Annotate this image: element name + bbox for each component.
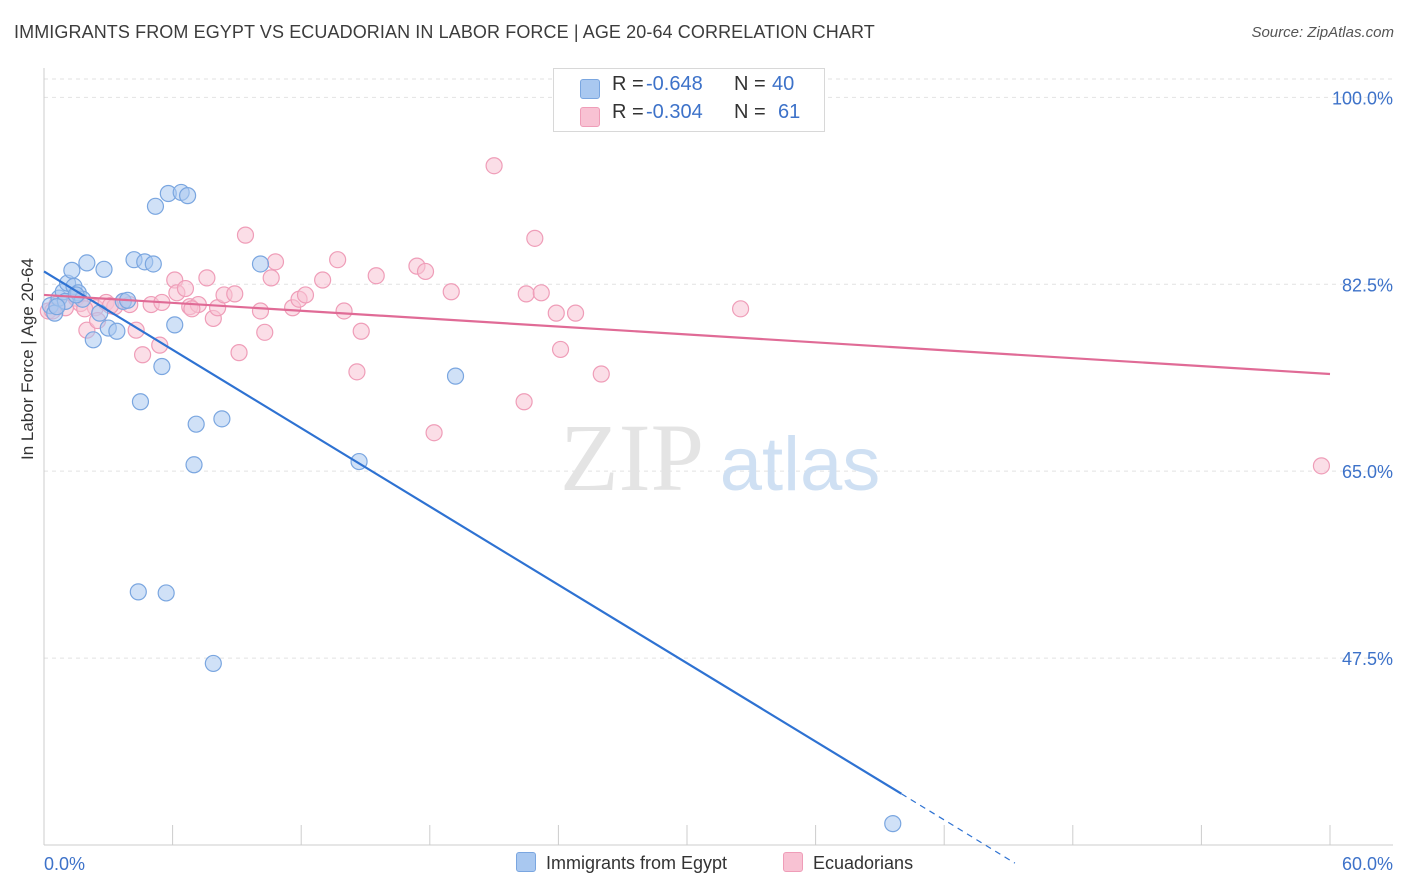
data-point	[151, 336, 169, 354]
legend-n-value-egypt: 40	[772, 73, 795, 95]
x-tick-label: 60.0%	[1342, 854, 1393, 874]
data-point	[296, 286, 315, 304]
data-point	[352, 322, 370, 340]
legend-r-value-egypt: -0.648	[646, 73, 703, 95]
trend-line-egypt-extension	[901, 793, 1016, 864]
data-point	[236, 226, 255, 244]
data-point	[251, 302, 270, 320]
data-point	[256, 323, 274, 341]
data-point	[425, 424, 443, 442]
y-tick-labels: 47.5% 65.0% 82.5% 100.0%	[1332, 88, 1393, 669]
data-point	[566, 304, 585, 322]
data-point	[230, 344, 248, 362]
data-point	[884, 815, 902, 833]
data-point	[198, 269, 216, 287]
data-point	[446, 367, 465, 385]
y-tick-label: 47.5%	[1342, 649, 1393, 669]
data-point	[547, 304, 565, 322]
data-point	[329, 251, 347, 269]
data-point	[185, 456, 203, 474]
bottom-legend-label-egypt: Immigrants from Egypt	[546, 853, 728, 873]
legend-r-label: R =	[612, 101, 644, 123]
data-point	[144, 255, 162, 273]
data-point	[179, 187, 197, 205]
data-point	[314, 271, 332, 289]
data-point	[153, 357, 171, 376]
legend-n-label: N =	[734, 73, 766, 95]
data-point	[131, 393, 150, 411]
legend-r-label: R =	[612, 73, 644, 95]
data-point	[166, 316, 184, 334]
watermark-atlas: atlas	[720, 422, 881, 507]
data-point	[157, 584, 175, 602]
x-tick-label: 0.0%	[44, 854, 85, 874]
series-egypt	[41, 183, 902, 833]
bottom-legend-swatch-egypt	[516, 852, 536, 872]
legend-n-label: N =	[734, 101, 766, 123]
data-point	[129, 583, 147, 601]
data-point	[176, 279, 195, 298]
data-point	[731, 300, 750, 318]
y-tick-label: 100.0%	[1332, 88, 1393, 108]
data-point	[187, 415, 205, 433]
data-point	[226, 285, 244, 303]
data-point	[146, 197, 165, 215]
y-tick-label: 82.5%	[1342, 275, 1393, 295]
data-point	[108, 322, 126, 340]
data-point	[532, 284, 550, 302]
trend-line-egypt	[43, 270, 902, 795]
data-point	[367, 267, 385, 285]
axes	[43, 68, 1393, 846]
data-point	[526, 229, 544, 247]
data-point	[416, 262, 435, 281]
data-point	[517, 285, 535, 303]
trend-line-ecuadorians	[43, 293, 1331, 376]
legend-swatch-ecuadorians	[580, 107, 600, 127]
bottom-legend-ecuadorians: Ecuadorians	[783, 852, 913, 874]
y-tick-label: 65.0%	[1342, 462, 1393, 482]
correlation-legend: R = -0.648 N = 40 R = -0.304 N = 61	[553, 68, 825, 132]
grid-lines	[44, 78, 1393, 659]
legend-n-value-ecuadorians: 61	[778, 101, 801, 123]
legend-r-value-ecuadorians: -0.304	[646, 101, 703, 123]
data-point	[348, 363, 366, 381]
data-point	[442, 283, 460, 301]
data-point	[335, 302, 353, 320]
data-point	[551, 340, 570, 359]
y-axis-label: In Labor Force | Age 20-64	[18, 258, 37, 460]
watermark-zip: ZIP	[560, 404, 704, 511]
x-tick-labels: 0.0% 60.0%	[44, 854, 1393, 874]
data-point	[91, 304, 109, 322]
data-point	[63, 261, 81, 279]
data-point	[213, 410, 231, 428]
data-point	[251, 255, 270, 273]
chart-title: IMMIGRANTS FROM EGYPT VS ECUADORIAN IN L…	[14, 22, 875, 42]
data-point	[95, 260, 113, 278]
data-point	[515, 393, 533, 411]
data-point	[48, 298, 66, 316]
data-point	[592, 365, 610, 383]
chart-source: Source: ZipAtlas.com	[1251, 24, 1394, 41]
legend-swatch-egypt	[580, 79, 600, 99]
bottom-legend-swatch-ecuadorians	[783, 852, 803, 872]
data-point	[262, 269, 280, 287]
data-point	[84, 331, 102, 349]
data-point	[133, 346, 152, 364]
data-point	[266, 253, 285, 271]
data-point	[204, 654, 222, 673]
bottom-legend-egypt: Immigrants from Egypt	[516, 852, 727, 874]
trend-lines	[43, 270, 1331, 864]
data-point	[485, 157, 503, 175]
data-point	[78, 254, 96, 272]
bottom-legend-label-ecuadorians: Ecuadorians	[813, 853, 914, 873]
data-point	[1312, 457, 1331, 475]
